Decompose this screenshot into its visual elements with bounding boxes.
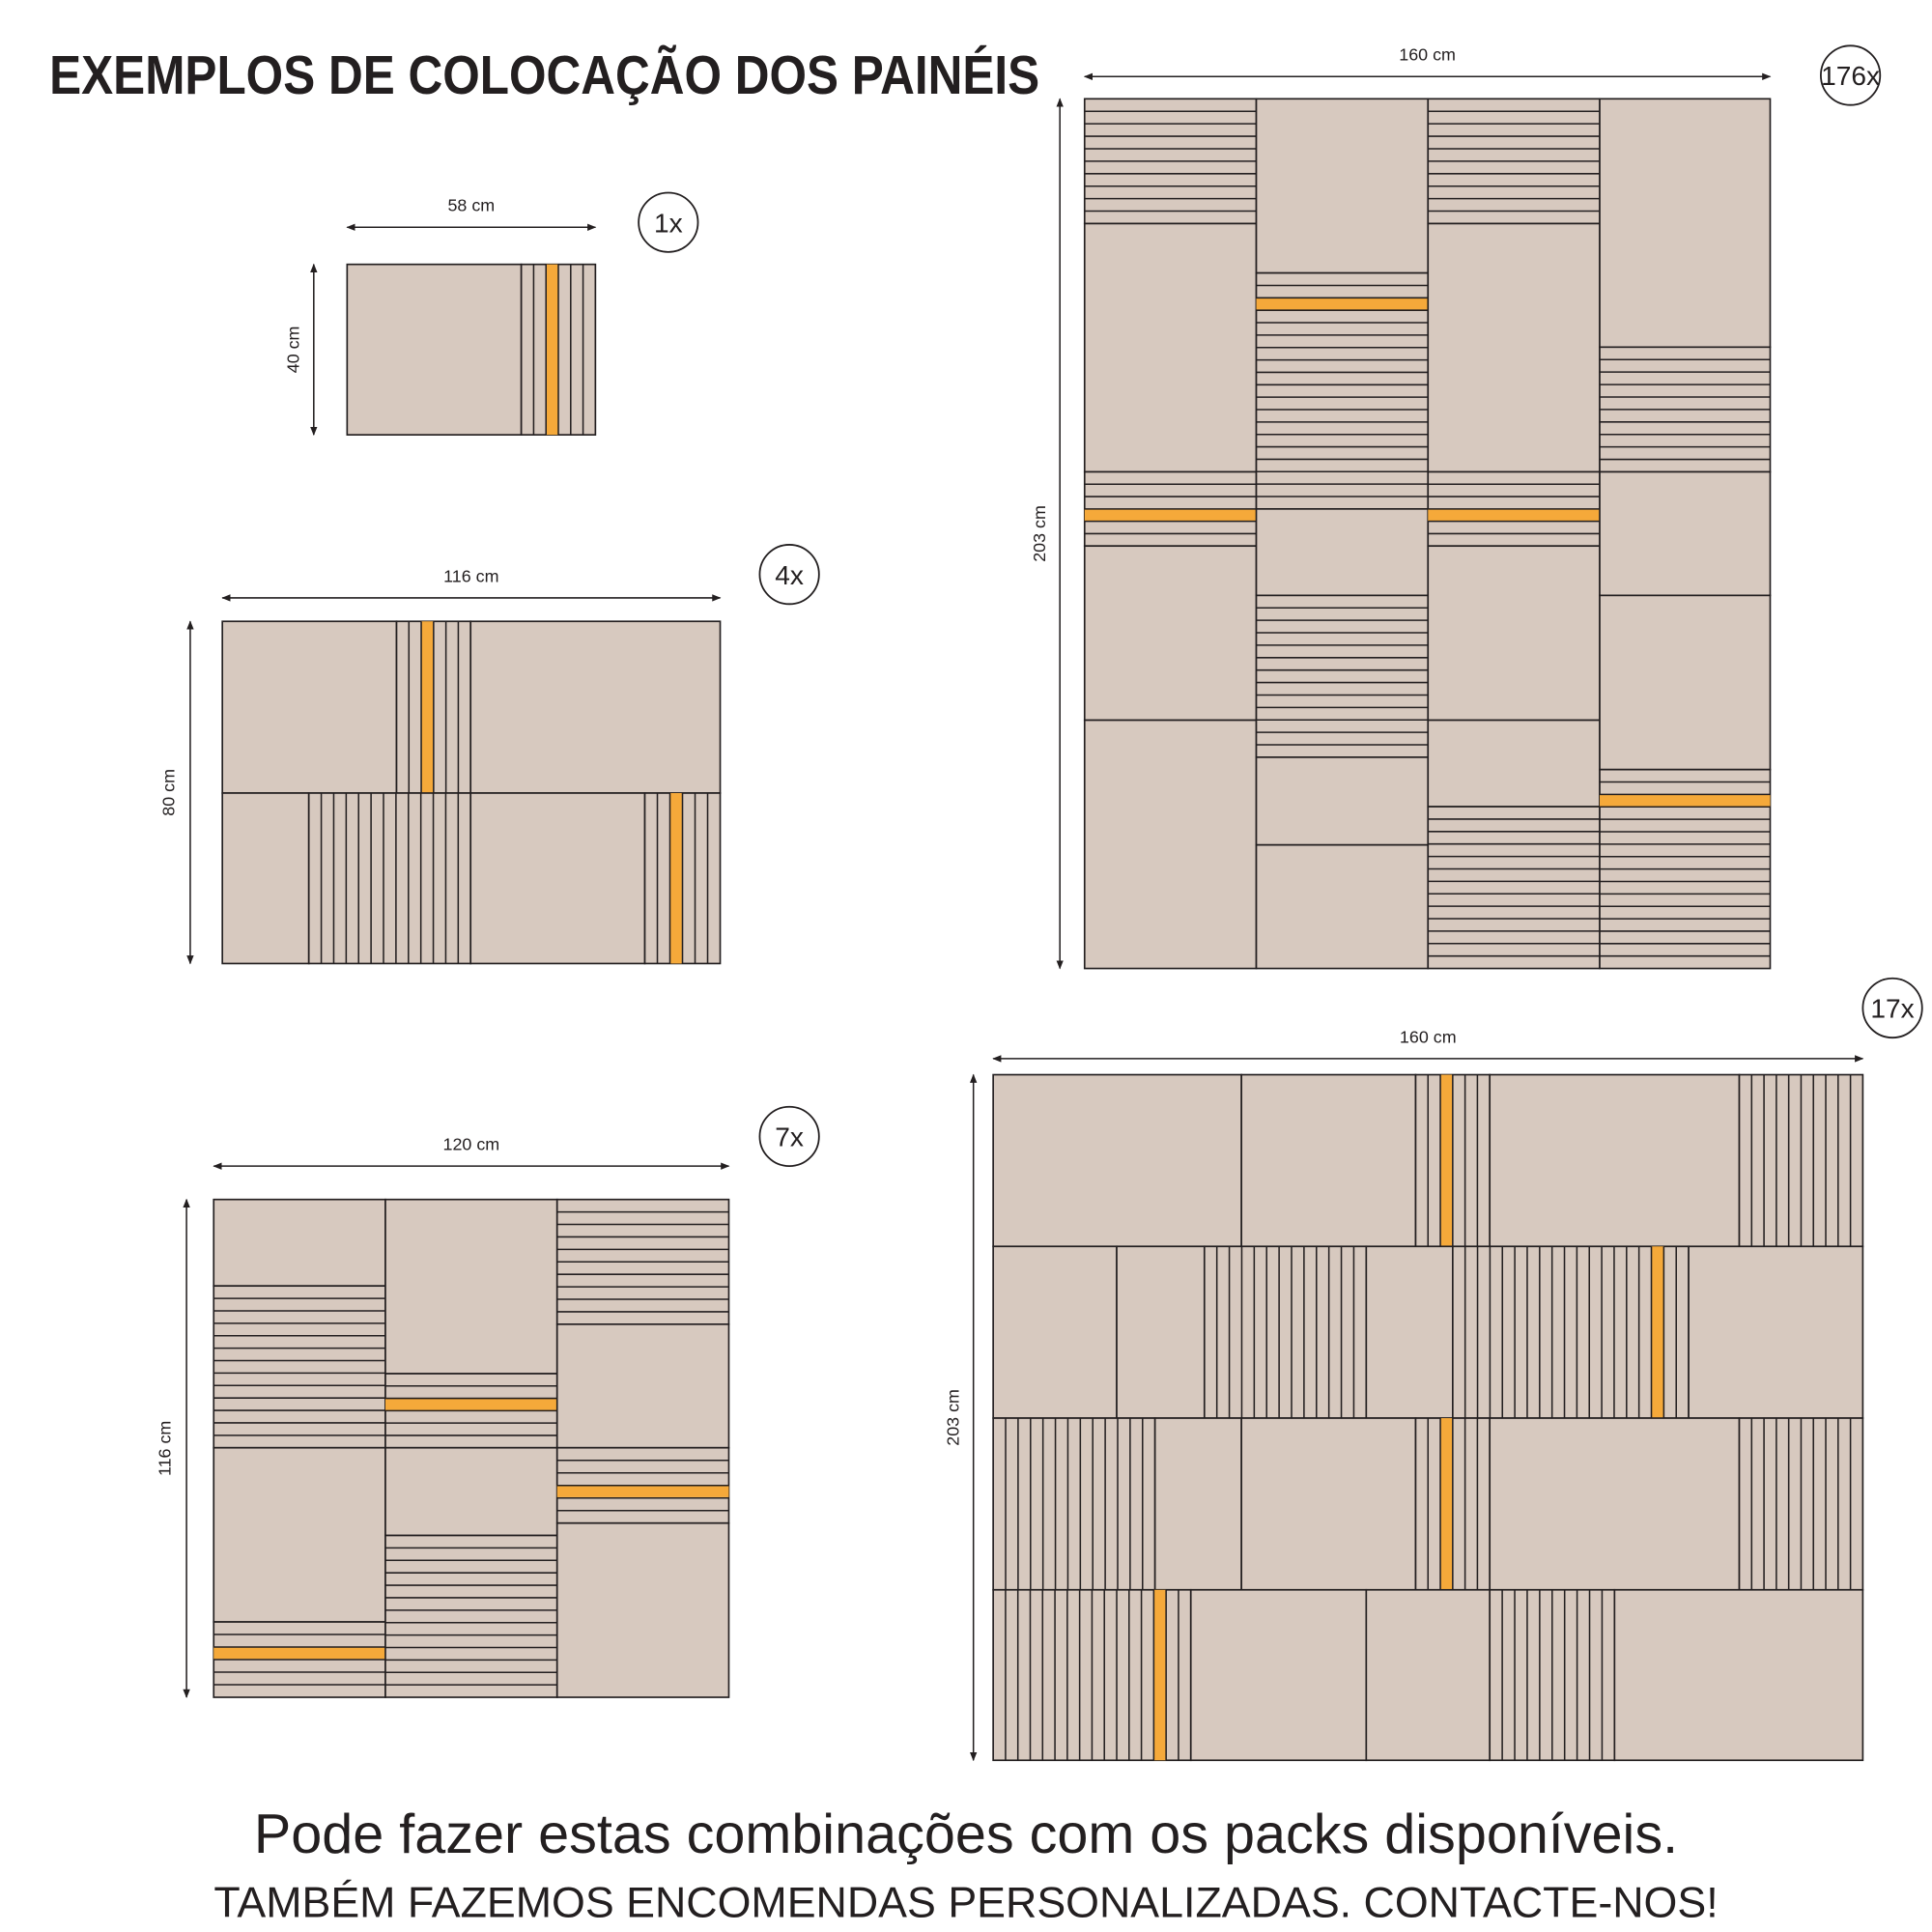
width-label: 116 cm bbox=[443, 566, 498, 585]
panel bbox=[1452, 1245, 1690, 1419]
height-label: 40 cm bbox=[283, 327, 302, 374]
accent-slat bbox=[1440, 1418, 1453, 1590]
accent-slat bbox=[669, 792, 682, 964]
panel bbox=[1427, 545, 1601, 722]
panel bbox=[384, 1534, 558, 1698]
accent-slat bbox=[1084, 508, 1257, 522]
width-label: 120 cm bbox=[443, 1135, 500, 1154]
height-label: 80 cm bbox=[158, 769, 178, 816]
panel bbox=[1427, 222, 1601, 473]
accent-slat bbox=[1651, 1246, 1664, 1419]
panel bbox=[213, 1198, 386, 1288]
count-badge bbox=[638, 191, 699, 253]
panel bbox=[1189, 1588, 1368, 1762]
panel bbox=[1255, 843, 1430, 970]
count-badge bbox=[758, 544, 820, 606]
panel bbox=[555, 1323, 730, 1449]
height-label: 116 cm bbox=[155, 1421, 174, 1476]
panel bbox=[384, 1446, 558, 1537]
count-label: 4x bbox=[775, 560, 804, 590]
panel bbox=[1083, 545, 1258, 722]
count-label: 17x bbox=[1870, 994, 1914, 1024]
panel bbox=[1613, 1588, 1864, 1762]
panel bbox=[1116, 1245, 1206, 1419]
panel bbox=[1255, 594, 1430, 758]
count-label: 176x bbox=[1821, 61, 1880, 91]
count-label: 1x bbox=[654, 208, 683, 238]
height-label: 203 cm bbox=[1030, 505, 1049, 562]
panel bbox=[1255, 98, 1430, 274]
footer-line: Pode fazer estas combinações com os pack… bbox=[254, 1804, 1678, 1865]
panel bbox=[1240, 1073, 1417, 1248]
footer-line: TAMBÉM FAZEMOS ENCOMENDAS PERSONALIZADAS… bbox=[213, 1879, 1718, 1927]
panel bbox=[1489, 1073, 1741, 1248]
panel bbox=[1083, 222, 1258, 473]
panel bbox=[1365, 1588, 1492, 1762]
width-label: 160 cm bbox=[1399, 45, 1456, 65]
panel bbox=[213, 1446, 386, 1623]
panel bbox=[469, 620, 722, 794]
count-badge bbox=[1861, 977, 1923, 1039]
accent-slat bbox=[546, 264, 559, 436]
panel bbox=[1153, 1417, 1242, 1591]
count-badge bbox=[758, 1105, 820, 1168]
panel bbox=[1489, 1417, 1741, 1591]
width-label: 58 cm bbox=[447, 196, 495, 215]
panel bbox=[1599, 98, 1772, 349]
panel bbox=[1427, 719, 1601, 808]
count-label: 7x bbox=[775, 1122, 804, 1152]
accent-slat bbox=[213, 1646, 385, 1660]
panel bbox=[384, 1198, 558, 1375]
panel bbox=[1688, 1245, 1864, 1419]
panel bbox=[1599, 470, 1772, 597]
panel bbox=[1599, 594, 1772, 771]
title: EXEMPLOS DE COLOCAÇÃO DOS PAINÉIS bbox=[49, 44, 1039, 106]
panel bbox=[469, 792, 646, 965]
accent-slat bbox=[556, 1485, 729, 1497]
panel bbox=[1255, 271, 1430, 510]
accent-slat bbox=[1600, 794, 1771, 808]
panel bbox=[1240, 1417, 1417, 1591]
panel bbox=[992, 1073, 1242, 1248]
panel bbox=[1255, 508, 1430, 597]
accent-slat bbox=[384, 1398, 557, 1411]
panel bbox=[221, 620, 398, 794]
panel bbox=[1255, 756, 1430, 846]
panel bbox=[213, 1285, 386, 1449]
count-badge bbox=[1820, 44, 1882, 106]
panel bbox=[992, 1417, 1156, 1591]
panel bbox=[1427, 806, 1601, 970]
panel bbox=[992, 1245, 1118, 1419]
height-label: 203 cm bbox=[943, 1389, 962, 1446]
panel bbox=[1365, 1245, 1454, 1419]
panel bbox=[307, 792, 472, 965]
accent-slat bbox=[1153, 1589, 1167, 1761]
accent-slat bbox=[1440, 1074, 1453, 1247]
accent-slat bbox=[421, 621, 434, 793]
panel bbox=[346, 263, 523, 436]
width-label: 160 cm bbox=[1400, 1027, 1457, 1046]
panel bbox=[221, 792, 310, 965]
accent-slat bbox=[1256, 298, 1429, 310]
panel bbox=[555, 1521, 730, 1698]
accent-slat bbox=[1428, 508, 1601, 522]
panel bbox=[1083, 719, 1258, 970]
